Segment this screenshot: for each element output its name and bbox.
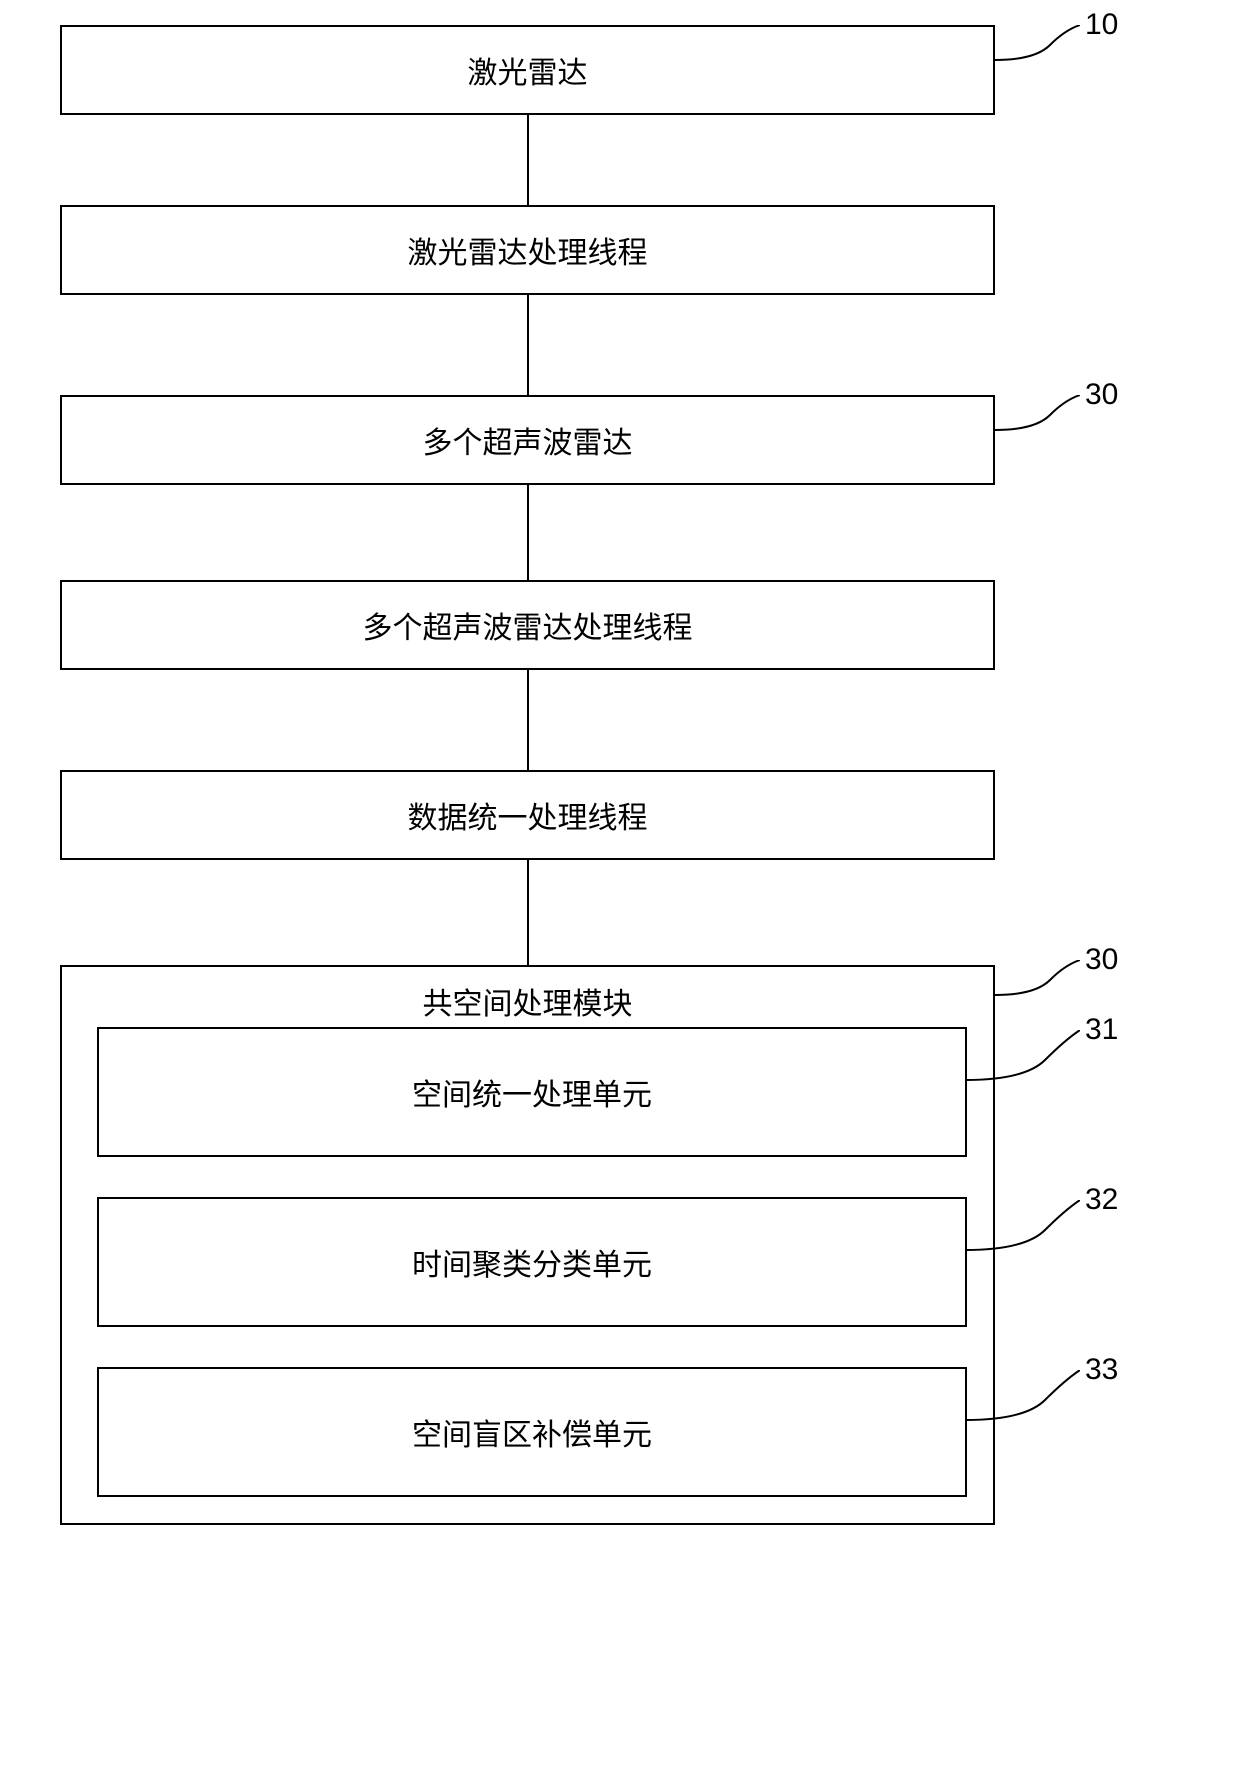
inner-box-spatial-unit: 空间统一处理单元 (97, 1027, 967, 1157)
callout-curve (965, 1200, 1080, 1260)
callout-number: 31 (1085, 1013, 1118, 1047)
callout-curve (965, 1030, 1080, 1090)
flowchart-box-data-thread: 数据统一处理线程 (60, 770, 995, 860)
inner-box-time-cluster: 时间聚类分类单元 (97, 1197, 967, 1327)
callout-number: 33 (1085, 1353, 1118, 1387)
module-container: 共空间处理模块 空间统一处理单元 时间聚类分类单元 空间盲区补偿单元 (60, 965, 995, 1525)
flowchart-box-lidar: 激光雷达 (60, 25, 995, 115)
box-label: 激光雷达 (468, 48, 588, 92)
inner-box-label: 时间聚类分类单元 (412, 1240, 652, 1284)
box-label: 数据统一处理线程 (408, 793, 648, 837)
box-label: 多个超声波雷达处理线程 (363, 603, 693, 647)
module-title: 共空间处理模块 (62, 979, 993, 1023)
callout-number: 30 (1085, 943, 1118, 977)
box-label: 多个超声波雷达 (423, 418, 633, 462)
inner-box-label: 空间统一处理单元 (412, 1070, 652, 1114)
connector-line (527, 295, 529, 395)
connector-line (527, 860, 529, 965)
connector-line (527, 485, 529, 580)
connector-line (527, 115, 529, 205)
flowchart-box-ultrasonic-thread: 多个超声波雷达处理线程 (60, 580, 995, 670)
callout-curve (995, 395, 1080, 445)
flowchart-box-lidar-thread: 激光雷达处理线程 (60, 205, 995, 295)
callout-number: 30 (1085, 378, 1118, 412)
callout-number: 10 (1085, 8, 1118, 42)
box-label: 激光雷达处理线程 (408, 228, 648, 272)
flowchart-box-ultrasonic: 多个超声波雷达 (60, 395, 995, 485)
connector-line (527, 670, 529, 770)
callout-curve (965, 1370, 1080, 1430)
callout-curve (995, 960, 1080, 1010)
inner-box-blind-zone: 空间盲区补偿单元 (97, 1367, 967, 1497)
inner-box-label: 空间盲区补偿单元 (412, 1410, 652, 1454)
callout-curve (995, 25, 1080, 75)
callout-number: 32 (1085, 1183, 1118, 1217)
